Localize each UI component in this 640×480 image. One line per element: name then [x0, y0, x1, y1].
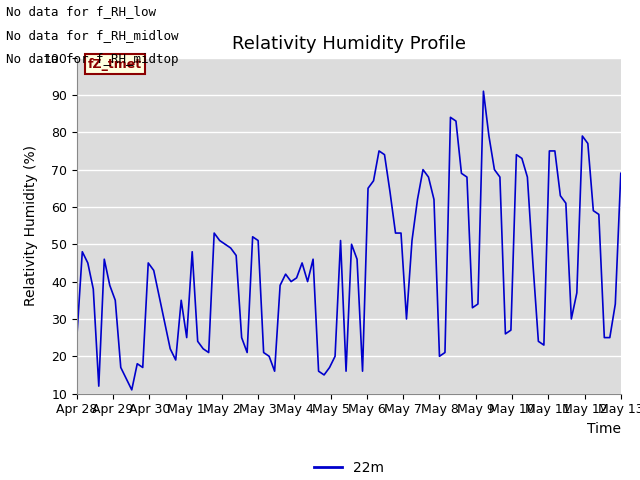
Text: fZ_tmet: fZ_tmet: [88, 58, 142, 71]
X-axis label: Time: Time: [587, 422, 621, 436]
Y-axis label: Relativity Humidity (%): Relativity Humidity (%): [24, 145, 38, 306]
Title: Relativity Humidity Profile: Relativity Humidity Profile: [232, 35, 466, 53]
Text: No data for f_RH_midlow: No data for f_RH_midlow: [6, 29, 179, 42]
Text: No data for f_RH_low: No data for f_RH_low: [6, 5, 156, 18]
Legend: 22m: 22m: [308, 456, 389, 480]
Text: No data for f_RH_midtop: No data for f_RH_midtop: [6, 53, 179, 66]
